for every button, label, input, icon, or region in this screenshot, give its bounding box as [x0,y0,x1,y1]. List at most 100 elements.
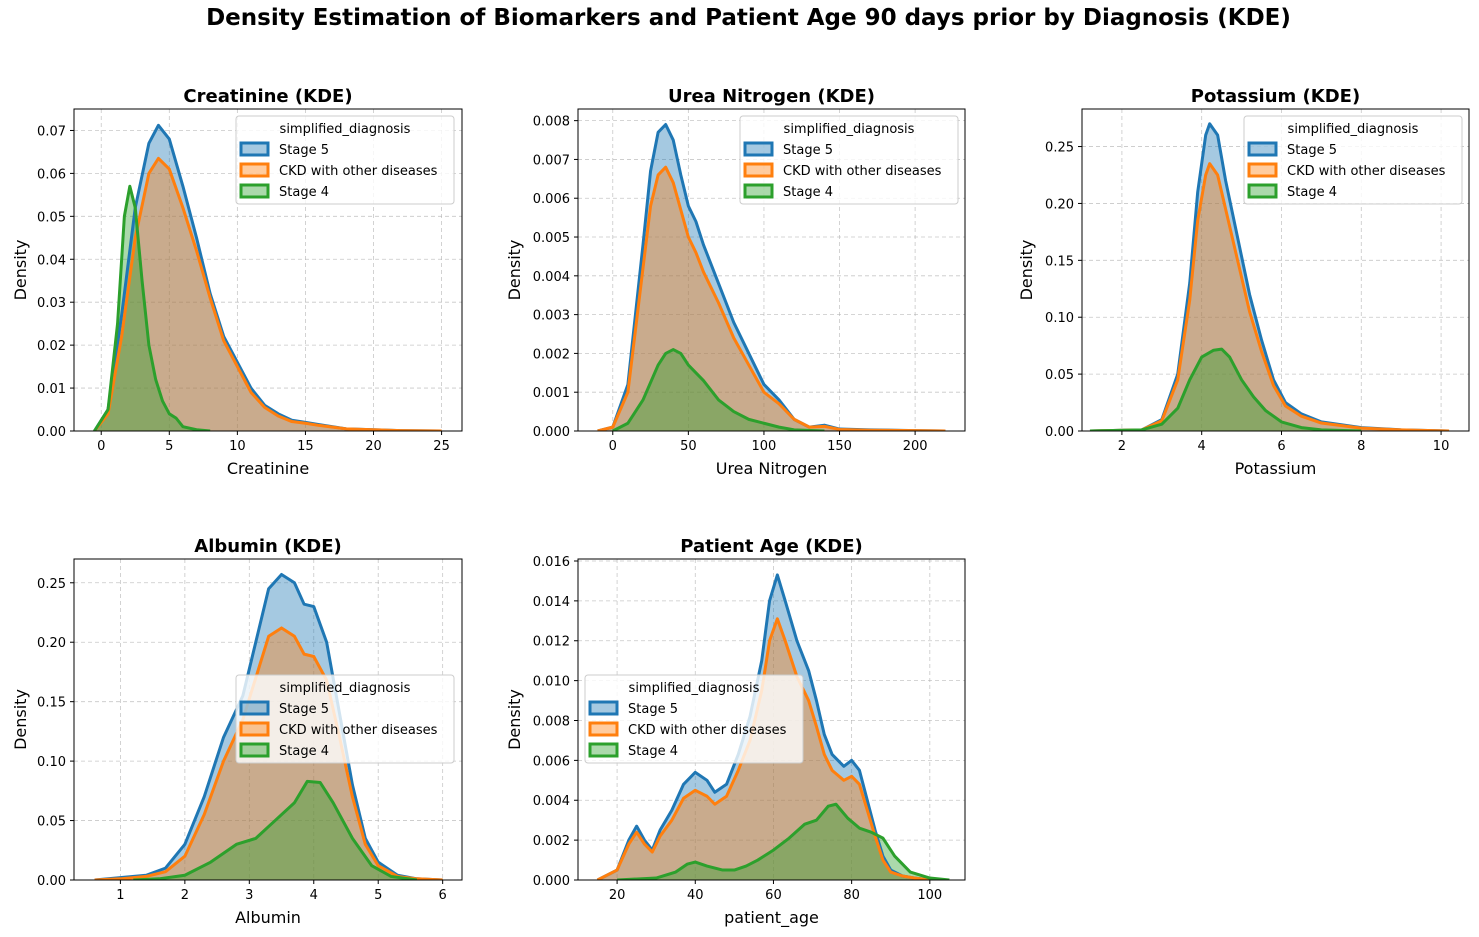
y-tick-label: 0.25 [37,577,66,592]
x-tick-label: 0 [609,439,617,454]
y-tick-label: 0.001 [533,386,570,401]
density-line-stage-4 [617,802,950,880]
legend-label-stage-4: Stage 4 [783,185,833,200]
y-tick-label: 0.04 [37,253,66,268]
x-tick-label: 4 [1198,439,1206,454]
x-tick-label: 0 [97,439,105,454]
legend-title: simplified_diagnosis [629,681,760,696]
panel-title: Potassium (KDE) [1191,86,1360,107]
y-tick-label: 0.014 [533,595,570,610]
y-tick-label: 0.010 [533,675,570,690]
axes-frame [73,558,463,881]
x-tick-label: 6 [1277,439,1285,454]
y-axis-label: Density [505,240,524,301]
panel-albumin: 1 2 3 4 5 6 0.00 0.05 0.10 0.15 0.20 0.25 Albumin (K… [11,536,463,927]
y-tick-label: 0.004 [533,270,570,285]
x-tick-label: 8 [1357,439,1365,454]
y-tick-label: 0.05 [37,210,66,225]
x-tick-label: 3 [245,888,253,903]
density-line-ckd-with-other-diseases [1089,162,1450,431]
x-tick-label: 40 [687,888,704,903]
y-axis-label: Density [1017,240,1036,301]
axes-frame [73,108,463,432]
legend-swatch-stage-5 [1247,141,1278,157]
legend-label-stage-5: Stage 5 [1287,143,1337,158]
y-axis-label: Density [11,689,30,750]
legend-label-ckd-with-other-diseases: CKD with other diseases [279,164,438,179]
x-tick-label: 50 [680,439,697,454]
legend-label-stage-5: Stage 5 [279,702,329,717]
axes-frame [577,108,966,432]
density-area-stage-4 [617,804,950,880]
density-line-stage-5 [596,573,931,880]
x-tick-label: 20 [365,439,382,454]
x-tick-label: 20 [609,888,626,903]
legend-swatch-stage-4 [1247,183,1278,199]
legend: simplified_diagnosis Stage 5 CKD with othe… [584,674,804,764]
y-tick-label: 0.016 [533,555,570,570]
panel-urea-nitrogen: 0 50 100 150 200 0.000 0.001 0.002 0.003 0.004 0.0… [505,86,966,478]
density-line-stage-4 [93,184,211,431]
legend-swatch-stage-5 [743,141,774,157]
x-tick-label: 100 [917,888,942,903]
y-tick-label: 0.005 [533,231,570,246]
x-axis-label: Urea Nitrogen [716,459,828,478]
legend-swatch-stage-5 [239,141,270,157]
y-tick-label: 0.012 [533,635,570,650]
y-tick-label: 0.10 [37,755,66,770]
x-tick-label: 5 [374,888,382,903]
y-tick-label: 0.05 [37,815,66,830]
legend-swatch-ckd-with-other-diseases [239,162,270,178]
legend-title: simplified_diagnosis [280,122,411,137]
legend: simplified_diagnosis Stage 5 CKD with othe… [739,115,959,205]
density-area-ckd-with-other-diseases [597,167,946,431]
legend-swatch-stage-5 [588,700,619,716]
legend-box [584,674,804,764]
y-tick-label: 0.02 [37,339,66,354]
legend-swatch-ckd-with-other-diseases [588,721,619,737]
panel-title: Urea Nitrogen (KDE) [668,86,875,107]
panel-title: Patient Age (KDE) [680,536,862,557]
panel-title: Albumin (KDE) [194,536,341,557]
legend-label-stage-5: Stage 5 [628,702,678,717]
legend-title: simplified_diagnosis [280,681,411,696]
x-tick-label: 200 [903,439,928,454]
x-axis-label: Potassium [1235,459,1317,478]
x-tick-label: 1 [116,888,124,903]
legend-box [1243,115,1463,205]
x-tick-label: 2 [1118,439,1126,454]
y-tick-label: 0.002 [533,834,570,849]
y-tick-label: 0.003 [533,309,570,324]
y-tick-label: 0.01 [37,382,66,397]
y-tick-label: 0.07 [37,124,66,139]
series-group [1089,122,1450,431]
y-tick-label: 0.05 [1045,368,1074,383]
density-line-ckd-with-other-diseases [93,156,442,431]
y-tick-label: 0.06 [37,167,66,182]
density-line-ckd-with-other-diseases [94,626,443,880]
legend-swatch-stage-5 [239,700,270,716]
density-area-stage-5 [597,124,946,431]
x-tick-label: 10 [229,439,246,454]
y-tick-label: 0.20 [37,636,66,651]
y-tick-label: 0.008 [533,115,570,130]
legend-title: simplified_diagnosis [1288,122,1419,137]
legend-label-stage-5: Stage 5 [783,143,833,158]
y-tick-label: 0.25 [1045,141,1074,156]
y-axis-label: Density [505,689,524,750]
x-axis-label: patient_age [724,908,819,928]
legend-label-stage-4: Stage 4 [279,185,329,200]
y-tick-label: 0.002 [533,347,570,362]
legend-swatch-stage-4 [239,183,270,199]
density-area-stage-4 [1089,349,1362,431]
series-group [597,123,946,431]
density-line-stage-5 [94,572,443,880]
legend-box [235,674,455,764]
y-tick-label: 0.15 [1045,254,1074,269]
axes-frame [1081,108,1470,432]
legend-label-ckd-with-other-diseases: CKD with other diseases [783,164,942,179]
x-tick-label: 4 [310,888,318,903]
legend-label-stage-4: Stage 4 [279,744,329,759]
x-tick-label: 10 [1433,439,1450,454]
